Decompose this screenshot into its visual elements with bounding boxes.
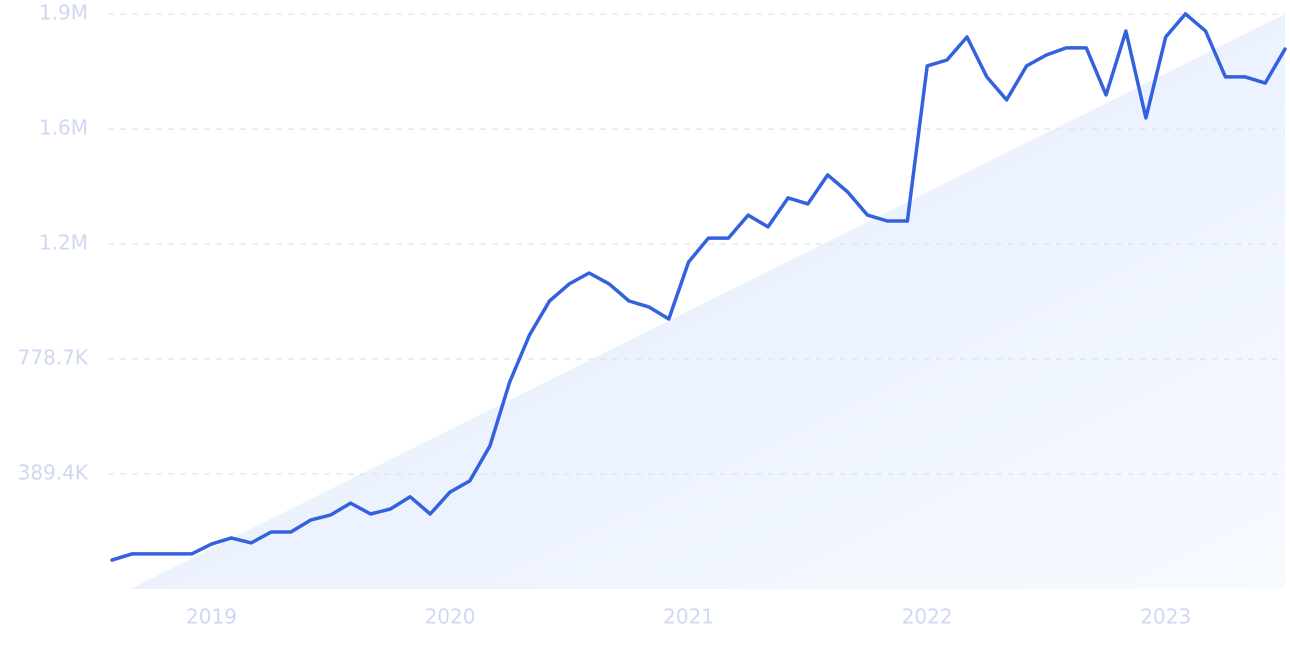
- x-tick-label: 2022: [902, 605, 953, 629]
- line: [110, 12, 1287, 562]
- y-tick-label: 389.4K: [18, 460, 89, 484]
- y-tick-label: 1.9M: [39, 1, 88, 25]
- x-tick-label: 2021: [663, 605, 714, 629]
- x-tick-label: 2020: [425, 605, 476, 629]
- x-tick-label: 2019: [186, 605, 237, 629]
- y-tick-label: 1.6M: [39, 116, 88, 140]
- y-tick-label: 1.2M: [39, 231, 88, 255]
- x-tick-label: 2023: [1140, 605, 1191, 629]
- trend-area: [130, 14, 1285, 589]
- y-tick-label: 778.7K: [18, 346, 89, 370]
